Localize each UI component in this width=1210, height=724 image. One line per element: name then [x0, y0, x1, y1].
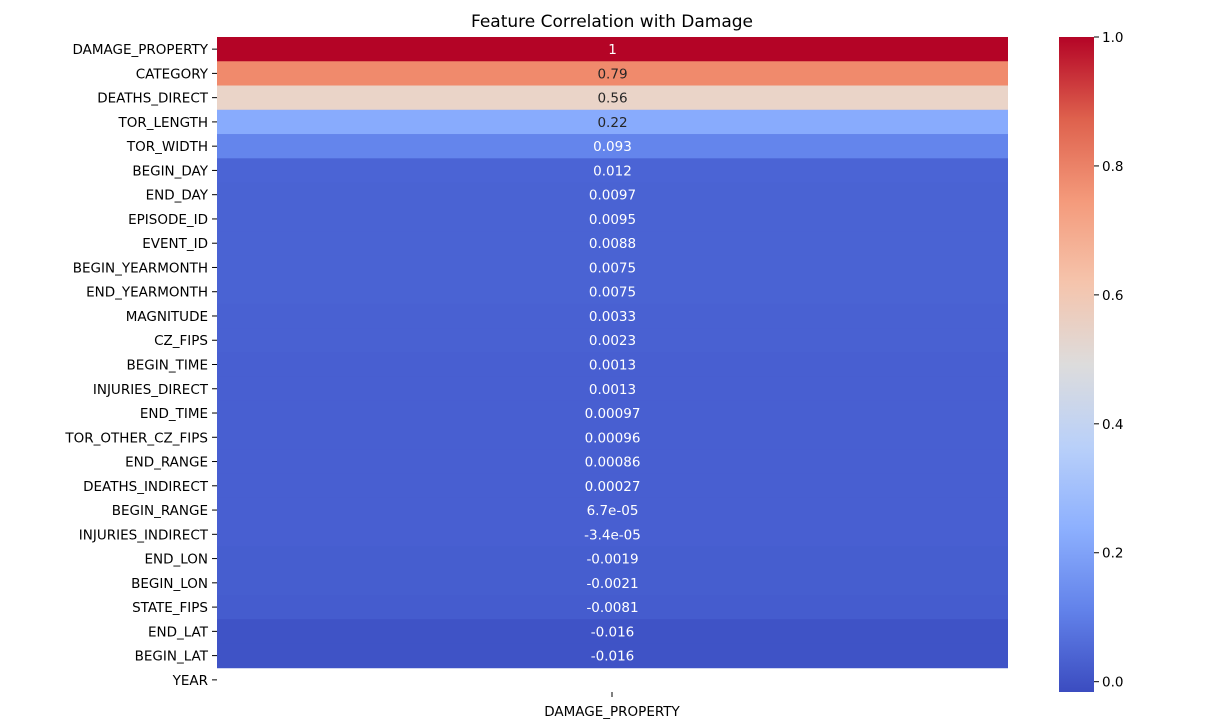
- y-axis-label-injuries-direct: INJURIES_DIRECT: [93, 382, 209, 398]
- colorbar-tick-label: 0.6: [1102, 288, 1123, 304]
- cell-value-label-end-yearmonth: 0.0075: [589, 285, 636, 301]
- cell-value-label-begin-lat: -0.016: [591, 649, 635, 665]
- y-axis-label-end-yearmonth: END_YEARMONTH: [86, 285, 208, 301]
- heatmap-cell-injuries-direct: [217, 376, 1008, 402]
- y-axis-label-begin-range: BEGIN_RANGE: [112, 503, 208, 519]
- heatmap-cell-episode-id: [217, 206, 1008, 232]
- heatmap-cell-end-lat: [217, 619, 1008, 644]
- y-axis-label-damage-property: DAMAGE_PROPERTY: [73, 42, 209, 58]
- y-axis-label-begin-day: BEGIN_DAY: [132, 163, 208, 179]
- cell-value-label-end-time: 0.00097: [585, 406, 641, 422]
- cell-value-label-begin-yearmonth: 0.0075: [589, 260, 636, 276]
- heatmap-cell-category: [217, 61, 1008, 87]
- heatmap-cell-begin-day: [217, 158, 1008, 184]
- cell-value-label-begin-day: 0.012: [593, 163, 632, 179]
- colorbar-tick-label: 0.2: [1102, 546, 1123, 562]
- heatmap-cell-tor-length: [217, 109, 1008, 135]
- heatmap-cell-begin-range: [217, 497, 1008, 523]
- y-axis-label-injuries-indirect: INJURIES_INDIRECT: [79, 527, 209, 543]
- heatmap-cells: 1 0.79 0.56 0.22 0.093 0.012 0.0097 0.0095 0.008…: [217, 37, 1008, 669]
- colorbar-ticks: 0.0 0.2 0.4 0.6 0.8 1.0: [1094, 30, 1123, 691]
- heatmap-cell-event-id: [217, 231, 1008, 256]
- cell-value-label-begin-lon: -0.0021: [586, 576, 638, 592]
- cell-value-label-damage-property: 1: [608, 42, 617, 58]
- heatmap-cell-deaths-indirect: [217, 473, 1008, 499]
- heatmap-cell-cz-fips: [217, 328, 1008, 353]
- heatmap-cell-begin-time: [217, 352, 1008, 378]
- cell-value-label-injuries-indirect: -3.4e-05: [584, 527, 641, 543]
- y-axis-label-deaths-indirect: DEATHS_INDIRECT: [83, 479, 209, 495]
- y-axis-label-begin-time: BEGIN_TIME: [127, 358, 209, 374]
- heatmap-cell-tor-other-cz-fips: [217, 425, 1008, 450]
- heatmap-cell-magnitude: [217, 303, 1008, 329]
- y-axis-label-end-time: END_TIME: [140, 406, 208, 422]
- y-axis-label-end-range: END_RANGE: [125, 455, 208, 471]
- y-axis-label-tor-width: TOR_WIDTH: [126, 139, 208, 155]
- colorbar-scale: [1059, 37, 1094, 692]
- heatmap-cell-begin-yearmonth: [217, 255, 1008, 281]
- y-axis-label-begin-lat: BEGIN_LAT: [135, 649, 209, 665]
- heatmap-cell-end-range: [217, 449, 1008, 475]
- cell-value-label-state-fips: -0.0081: [586, 600, 638, 616]
- cell-value-label-magnitude: 0.0033: [589, 309, 636, 325]
- cell-value-label-begin-time: 0.0013: [589, 358, 636, 374]
- heatmap-cell-deaths-direct: [217, 85, 1008, 111]
- y-axis-label-year: YEAR: [172, 673, 208, 689]
- cell-value-label-tor-length: 0.22: [597, 115, 627, 131]
- y-axis-label-event-id: EVENT_ID: [142, 236, 208, 252]
- colorbar: 0.0 0.2 0.4 0.6 0.8 1.0: [1059, 30, 1123, 692]
- colorbar-tick-label: 0.0: [1102, 675, 1123, 691]
- heatmap-cell-begin-lat: [217, 643, 1008, 669]
- heatmap-cell-end-day: [217, 182, 1008, 208]
- heatmap-cell-injuries-indirect: [217, 522, 1008, 547]
- cell-value-label-tor-width: 0.093: [593, 139, 632, 155]
- heatmap-cell-begin-lon: [217, 570, 1008, 596]
- cell-value-label-episode-id: 0.0095: [589, 212, 636, 228]
- cell-value-label-category: 0.79: [597, 66, 627, 82]
- cell-value-label-end-lon: -0.0019: [586, 552, 638, 568]
- y-axis-label-deaths-direct: DEATHS_DIRECT: [97, 91, 209, 107]
- y-axis-label-tor-other-cz-fips: TOR_OTHER_CZ_FIPS: [64, 430, 208, 446]
- cell-value-label-end-day: 0.0097: [589, 188, 636, 204]
- y-axis-label-end-day: END_DAY: [146, 188, 209, 204]
- cell-value-label-injuries-direct: 0.0013: [589, 382, 636, 398]
- y-axis-label-begin-lon: BEGIN_LON: [131, 576, 208, 592]
- cell-value-label-tor-other-cz-fips: 0.00096: [585, 430, 641, 446]
- heatmap-cell-damage-property: [217, 37, 1008, 62]
- heatmap-cell-end-yearmonth: [217, 279, 1008, 305]
- cell-value-label-cz-fips: 0.0023: [589, 333, 636, 349]
- heatmap-cell-end-time: [217, 400, 1008, 426]
- y-axis-label-episode-id: EPISODE_ID: [128, 212, 208, 228]
- heatmap-cell-end-lon: [217, 546, 1008, 572]
- colorbar-tick-label: 0.4: [1102, 417, 1123, 433]
- y-axis-label-tor-length: TOR_LENGTH: [117, 115, 208, 131]
- y-axis-label-begin-yearmonth: BEGIN_YEARMONTH: [73, 260, 208, 276]
- cell-value-label-begin-range: 6.7e-05: [587, 503, 639, 519]
- colorbar-tick-label: 1.0: [1102, 30, 1123, 46]
- cell-value-label-end-range: 0.00086: [585, 455, 641, 471]
- cell-value-label-deaths-indirect: 0.00027: [585, 479, 641, 495]
- heatmap-cell-tor-width: [217, 134, 1008, 159]
- cell-value-label-end-lat: -0.016: [591, 624, 635, 640]
- y-axis-label-end-lat: END_LAT: [148, 624, 209, 640]
- y-axis-label-magnitude: MAGNITUDE: [126, 309, 208, 325]
- y-axis-tick-labels: DAMAGE_PROPERTY CATEGORY DEATHS_DIRECT TOR_…: [64, 42, 217, 689]
- y-axis-label-category: CATEGORY: [136, 66, 209, 82]
- y-axis-label-end-lon: END_LON: [144, 552, 208, 568]
- x-axis-tick-label: DAMAGE_PROPERTY: [544, 704, 680, 720]
- y-axis-label-state-fips: STATE_FIPS: [132, 600, 208, 616]
- cell-value-label-deaths-direct: 0.56: [597, 91, 627, 107]
- x-axis: DAMAGE_PROPERTY: [544, 692, 680, 720]
- heatmap-cell-state-fips: [217, 594, 1008, 620]
- y-axis-label-cz-fips: CZ_FIPS: [154, 333, 208, 349]
- chart-title: Feature Correlation with Damage: [471, 12, 753, 32]
- cell-value-label-event-id: 0.0088: [589, 236, 636, 252]
- colorbar-tick-label: 0.8: [1102, 159, 1123, 175]
